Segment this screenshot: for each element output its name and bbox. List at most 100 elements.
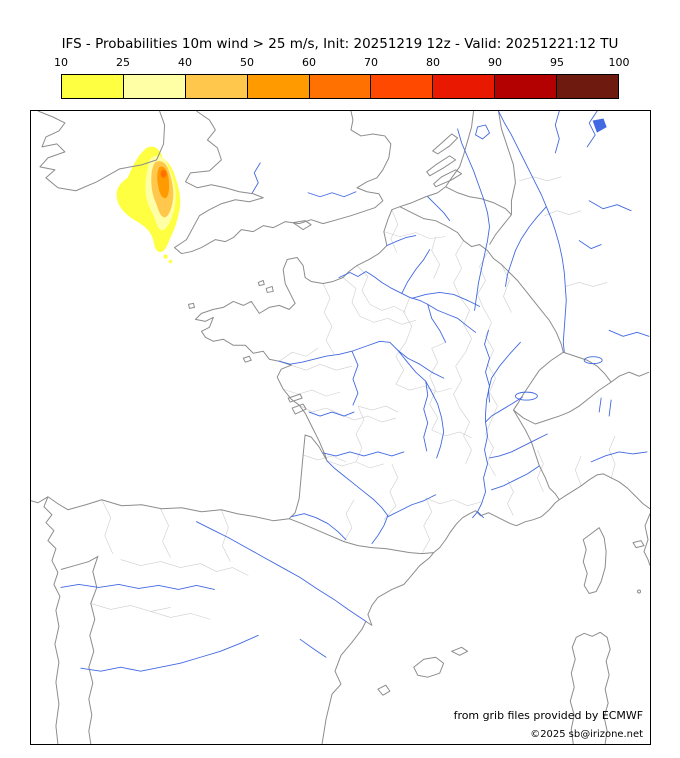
colorbar-labels: 10 25 40 50 60 70 80 90 95 100 [54,56,630,69]
border-belgium-netherlands [445,186,512,216]
lake-geneva [514,391,538,401]
river-oise [401,249,431,294]
department-border [453,352,466,409]
department-border [431,236,441,279]
coastline-britain [174,111,392,255]
coastline-mediterranean [321,473,650,744]
department-border [565,282,608,287]
department-border [574,455,582,486]
river-durance [491,465,540,491]
river-cher [397,349,445,379]
colorbar-tick-label: 10 [54,56,68,69]
credit-ecmwf: from grib files provided by ECMWF [454,709,643,722]
department-border [421,497,433,554]
coastlines [31,111,650,744]
page-title: IFS - Probabilities 10m wind > 25 m/s, I… [61,36,619,52]
river-meuse [457,128,490,311]
department-border [544,210,582,216]
department-border [453,240,464,297]
department-border [322,283,335,355]
department-border [283,388,341,397]
river-marne [411,291,480,307]
coastline-zeeland-island [433,169,463,188]
department-border [431,429,472,439]
coastline-ibiza [377,684,391,696]
department-border [221,509,231,562]
river-saone [484,329,490,423]
department-border [359,316,416,325]
rivers [60,111,650,672]
coastline-ushant [187,302,195,309]
colorbar-segment [432,75,495,98]
department-border [355,405,365,463]
coastline-zeeland-island [432,133,459,155]
department-border [383,231,446,239]
coastline-menorca [451,646,469,656]
river-moselle [505,206,547,287]
coastline-oleron [291,403,307,415]
department-border [537,449,544,492]
river-tarn [387,494,437,518]
department-border [403,297,413,343]
department-border [395,383,452,393]
river-ticino [598,397,602,413]
department-borders [90,176,616,620]
river-jucar [299,638,327,658]
department-border [279,348,319,362]
department-border [429,342,446,391]
prob-contour-60 [160,169,167,178]
coastline-isle-of-wight [292,220,312,231]
river-rhone [472,396,523,519]
lake-ijsselmeer [475,124,491,140]
colorbar-tick-label: 50 [240,56,254,69]
lakes [475,118,607,401]
river-somme [386,235,417,247]
department-border [101,499,114,554]
river-garonne [326,460,389,545]
map-svg: from grib files provided by ECMWF ©2025 … [31,111,650,744]
department-border [429,390,439,431]
department-border [90,603,171,612]
lake-north-germany [592,118,607,133]
river-rhone-delta [477,511,484,519]
coastline-guernsey [257,279,265,286]
map-frame: from grib files provided by ECMWF ©2025 … [30,110,651,745]
lake-constance [583,356,603,365]
river-doubs [488,341,521,403]
department-border [150,611,211,620]
river-douro [60,584,215,590]
river-tagus [80,634,259,672]
department-border [501,264,512,313]
coastline-belle-ile [242,355,252,363]
country-borders [60,111,650,744]
department-border [485,419,496,476]
department-border [459,296,472,353]
department-border [519,176,562,182]
border-pyrenees [288,518,434,555]
colorbar-segment [370,75,433,98]
coastline-galicia-portugal [43,496,61,744]
colorbar-segment [494,75,557,98]
coastline-corsica [582,527,607,594]
border-netherlands-germany [497,111,516,215]
colorbar-segment [184,75,247,98]
river-charente [308,411,355,417]
department-border [342,277,361,317]
coastline-continent-west [31,111,475,522]
department-border [395,342,407,385]
river-scheldt [427,196,451,222]
coastline-ireland [37,111,166,192]
border-belgium-germany [489,214,512,245]
colorbar-tick-label: 25 [116,56,130,69]
colorbar-tick-label: 95 [550,56,564,69]
river-allier [423,380,429,452]
department-border [487,364,498,421]
colorbar-segment [122,75,185,98]
river-thames [307,191,357,198]
department-border [356,265,371,305]
department-border [459,407,472,465]
river-seine [338,271,477,333]
colorbar-tick-label: 100 [608,56,630,69]
department-border [357,405,398,413]
river-adour [290,513,347,541]
